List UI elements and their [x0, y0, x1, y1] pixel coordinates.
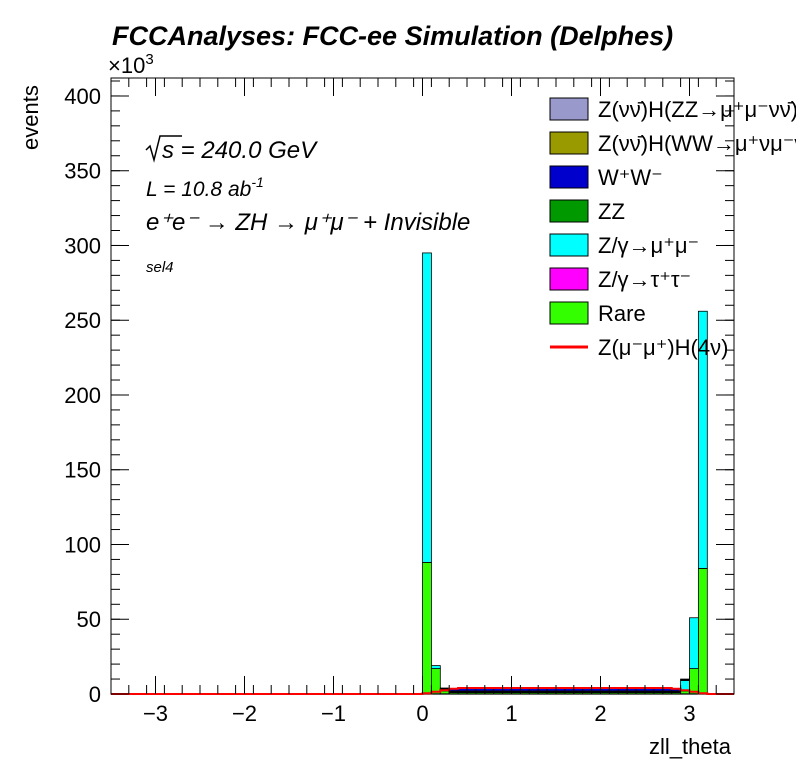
annotations: s = 240.0 GeV L = 10.8 ab-1 e⁺e⁻ → ZH → … — [145, 135, 470, 276]
legend-label: W⁺W⁻ — [598, 165, 663, 190]
legend-label: Rare — [598, 301, 646, 326]
bar-series0-bin31 — [698, 568, 708, 695]
y-tick-label: 400 — [64, 84, 101, 109]
bar-series0-bin1 — [430, 668, 441, 695]
y-multiplier-exponent: 3 — [145, 51, 153, 68]
y-tick-label: 250 — [64, 308, 101, 333]
bar-series0-bin0 — [422, 562, 432, 695]
legend: Z(νν̄)H(ZZ→μ⁺μ⁻νν̄) Z(νν̄)H(WW→μ⁺νμ⁻ν̄) W⁺… — [549, 97, 796, 360]
bar-series0-bin30 — [689, 668, 699, 695]
x-tick-label: 3 — [683, 701, 695, 726]
legend-label: Z(νν̄)H(WW→μ⁺νμ⁻ν̄) — [598, 131, 796, 156]
annotation-selection: sel4 — [146, 259, 174, 276]
bar-series2-bin1 — [430, 665, 441, 669]
x-tick-label: −2 — [232, 701, 257, 726]
y-multiplier: ×103 — [108, 51, 154, 78]
y-tick-label: 200 — [64, 383, 101, 408]
legend-label: Z/γ→τ⁺τ⁻ — [598, 267, 691, 292]
sqrt-symbol — [145, 135, 182, 163]
legend-swatch — [549, 97, 589, 121]
x-tick-label: 2 — [594, 701, 606, 726]
chart-title: FCCAnalyses: FCC-ee Simulation (Delphes) — [112, 21, 673, 51]
bar-series4-bin2 — [439, 687, 450, 690]
histogram-bars — [111, 252, 734, 695]
annotation-luminosity: L = 10.8 ab-1 — [146, 174, 264, 201]
annotation-energy: s = 240.0 GeV — [162, 137, 318, 164]
bar-series2-bin30 — [689, 617, 699, 669]
legend-swatch — [549, 131, 589, 155]
legend-swatch — [549, 233, 589, 257]
x-axis-label: zll_theta — [649, 734, 732, 759]
legend-label: Z(νν̄)H(ZZ→μ⁺μ⁻νν̄) — [598, 97, 796, 122]
bar-series2-bin31 — [698, 310, 708, 569]
y-tick-label: 50 — [77, 607, 101, 632]
luminosity-exponent: -1 — [251, 174, 263, 190]
y-tick-label: 300 — [64, 233, 101, 258]
legend-swatch — [549, 165, 589, 189]
y-tick-label: 0 — [89, 682, 101, 707]
x-tick-label: 0 — [416, 701, 428, 726]
sqrt-s-symbol: s — [162, 137, 174, 164]
y-axis-label: events — [18, 85, 43, 150]
legend-label: Z(μ⁻μ⁺)H(4ν) — [598, 335, 728, 360]
bar-series4-bin29 — [680, 678, 690, 681]
y-tick-label: 350 — [64, 159, 101, 184]
annotation-process: e⁺e⁻ → ZH → μ⁺μ⁻ + Invisible — [146, 209, 470, 236]
legend-swatch — [549, 199, 589, 223]
legend-label: ZZ — [598, 199, 625, 224]
x-tick-label: −1 — [321, 701, 346, 726]
x-tick-label: −3 — [143, 701, 168, 726]
y-multiplier-base: ×10 — [108, 53, 145, 78]
legend-swatch — [549, 301, 589, 325]
bar-series2-bin0 — [422, 252, 432, 563]
y-tick-label: 100 — [64, 532, 101, 557]
energy-text: = 240.0 GeV — [174, 137, 318, 164]
legend-label: Z/γ→μ⁺μ⁻ — [598, 233, 699, 258]
x-tick-label: 1 — [505, 701, 517, 726]
axes-ticks: −3 −2 −1 0 1 2 3 0 50 100 150 200 250 300 350 400 — [64, 78, 735, 726]
luminosity-text: L = 10.8 ab — [146, 178, 252, 201]
legend-swatch — [549, 267, 589, 291]
y-tick-label: 150 — [64, 458, 101, 483]
